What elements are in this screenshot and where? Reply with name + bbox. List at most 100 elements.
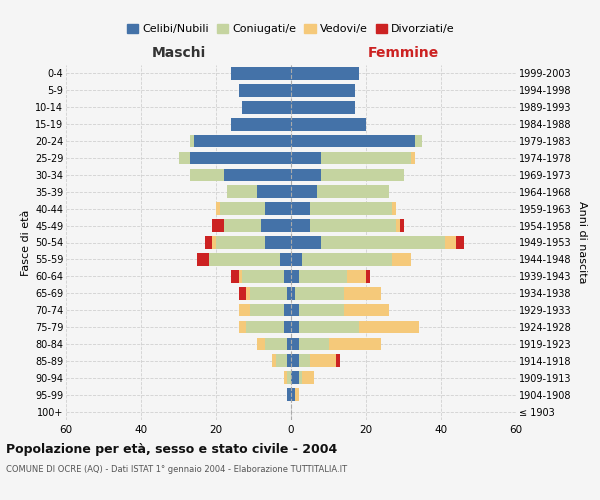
Bar [246, 320, 284, 334]
Bar [299, 372, 302, 384]
Bar [212, 236, 216, 249]
Text: Maschi: Maschi [151, 46, 206, 60]
Bar [197, 253, 209, 266]
Bar [291, 338, 299, 350]
Bar [239, 304, 250, 316]
Bar [223, 220, 261, 232]
Bar [291, 287, 295, 300]
Bar [231, 118, 291, 130]
Bar [291, 220, 310, 232]
Bar [190, 168, 223, 181]
Bar [287, 372, 291, 384]
Bar [299, 338, 329, 350]
Bar [291, 168, 321, 181]
Bar [302, 253, 392, 266]
Bar [456, 236, 464, 249]
Text: Popolazione per età, sesso e stato civile - 2004: Popolazione per età, sesso e stato civil… [6, 442, 337, 456]
Text: COMUNE DI OCRE (AQ) - Dati ISTAT 1° gennaio 2004 - Elaborazione TUTTITALIA.IT: COMUNE DI OCRE (AQ) - Dati ISTAT 1° genn… [6, 466, 347, 474]
Bar [392, 253, 411, 266]
Bar [343, 287, 381, 300]
Bar [284, 320, 291, 334]
Bar [250, 287, 287, 300]
Bar [359, 320, 419, 334]
Bar [400, 220, 404, 232]
Bar [257, 338, 265, 350]
Bar [299, 270, 347, 282]
Bar [291, 118, 366, 130]
Bar [265, 202, 291, 215]
Bar [216, 236, 265, 249]
Bar [272, 354, 276, 367]
Bar [291, 354, 299, 367]
Bar [205, 236, 212, 249]
Bar [295, 287, 343, 300]
Bar [291, 372, 299, 384]
Bar [310, 354, 336, 367]
Bar [239, 287, 246, 300]
Bar [299, 304, 343, 316]
Bar [250, 304, 284, 316]
Bar [216, 202, 220, 215]
Bar [291, 134, 415, 147]
Bar [212, 220, 223, 232]
Bar [284, 270, 291, 282]
Bar [190, 152, 291, 164]
Bar [291, 186, 317, 198]
Text: Femmine: Femmine [368, 46, 439, 60]
Bar [291, 67, 359, 80]
Bar [321, 152, 411, 164]
Bar [291, 152, 321, 164]
Bar [291, 270, 299, 282]
Bar [336, 354, 340, 367]
Bar [257, 186, 291, 198]
Bar [242, 270, 284, 282]
Bar [239, 84, 291, 96]
Bar [291, 320, 299, 334]
Bar [193, 134, 291, 147]
Bar [347, 270, 366, 282]
Bar [310, 220, 396, 232]
Bar [295, 388, 299, 401]
Bar [287, 354, 291, 367]
Legend: Celibi/Nubili, Coniugati/e, Vedovi/e, Divorziati/e: Celibi/Nubili, Coniugati/e, Vedovi/e, Di… [123, 19, 459, 38]
Bar [179, 152, 190, 164]
Bar [299, 354, 310, 367]
Bar [396, 220, 400, 232]
Bar [411, 152, 415, 164]
Bar [246, 287, 250, 300]
Bar [227, 186, 257, 198]
Bar [291, 84, 355, 96]
Bar [302, 372, 314, 384]
Bar [231, 270, 239, 282]
Bar [291, 202, 310, 215]
Bar [291, 304, 299, 316]
Bar [284, 372, 287, 384]
Bar [209, 253, 280, 266]
Bar [291, 253, 302, 266]
Bar [329, 338, 381, 350]
Bar [239, 270, 242, 282]
Bar [299, 320, 359, 334]
Bar [220, 202, 265, 215]
Bar [265, 338, 287, 350]
Bar [265, 236, 291, 249]
Bar [321, 236, 445, 249]
Bar [190, 134, 193, 147]
Bar [366, 270, 370, 282]
Bar [276, 354, 287, 367]
Bar [223, 168, 291, 181]
Bar [239, 320, 246, 334]
Bar [415, 134, 422, 147]
Bar [231, 67, 291, 80]
Bar [317, 186, 389, 198]
Bar [280, 253, 291, 266]
Bar [310, 202, 392, 215]
Bar [287, 338, 291, 350]
Bar [445, 236, 456, 249]
Bar [392, 202, 396, 215]
Y-axis label: Anni di nascita: Anni di nascita [577, 201, 587, 284]
Bar [291, 388, 295, 401]
Bar [287, 388, 291, 401]
Bar [291, 101, 355, 114]
Bar [343, 304, 389, 316]
